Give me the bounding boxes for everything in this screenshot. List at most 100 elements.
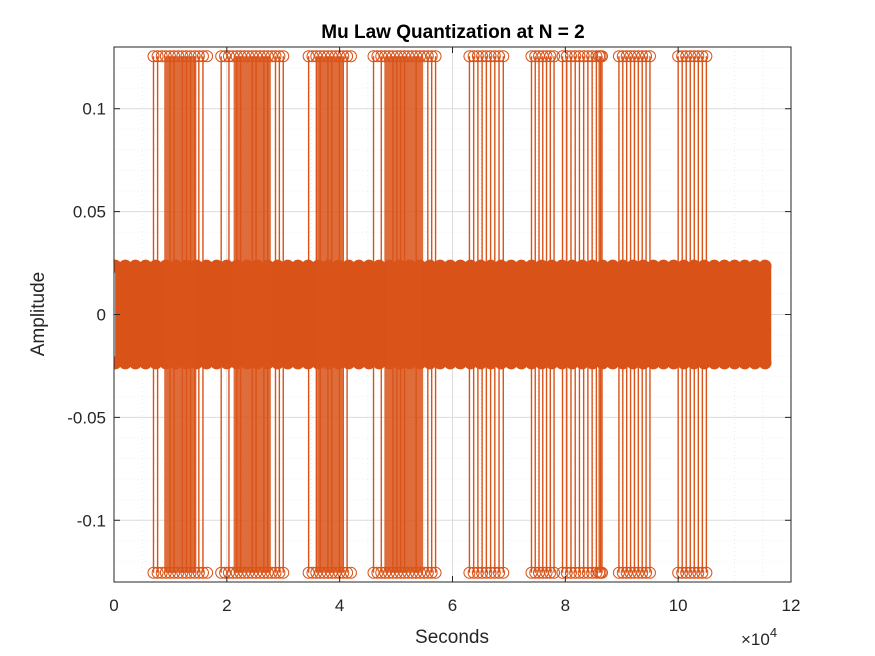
data-marker — [586, 566, 599, 579]
data-marker — [429, 566, 442, 579]
data-marker — [540, 50, 553, 63]
burst-core — [385, 56, 424, 573]
high-amplitude-burst — [463, 50, 510, 579]
data-marker — [480, 566, 493, 579]
data-marker — [467, 566, 480, 579]
high-amplitude-burst — [302, 50, 357, 579]
x-tick-label: 0 — [109, 596, 118, 615]
data-marker — [371, 50, 384, 63]
data-marker — [467, 50, 480, 63]
data-marker — [612, 566, 625, 579]
data-marker — [560, 566, 573, 579]
data-marker — [201, 566, 214, 579]
y-axis-label: Amplitude — [28, 272, 49, 357]
data-marker — [596, 50, 609, 63]
data-marker — [219, 50, 232, 63]
high-amplitude-burst — [367, 50, 442, 579]
data-marker — [564, 50, 577, 63]
data-marker — [676, 50, 689, 63]
x-tick-label: 2 — [222, 596, 231, 615]
data-marker — [302, 566, 315, 579]
data-marker — [544, 50, 557, 63]
data-marker — [700, 50, 713, 63]
data-marker — [493, 50, 506, 63]
data-marker — [302, 50, 315, 63]
y-tick-label: -0.05 — [67, 408, 106, 427]
y-tick-label: 0.1 — [82, 100, 106, 119]
high-amplitude-burst — [672, 50, 713, 579]
high-amplitude-burst — [612, 50, 656, 579]
data-marker — [569, 50, 582, 63]
data-marker — [556, 566, 569, 579]
data-marker — [484, 566, 497, 579]
x-axis-exponent: ×104 — [741, 625, 777, 649]
data-marker — [700, 566, 713, 579]
data-marker — [684, 566, 697, 579]
data-marker — [628, 50, 641, 63]
data-marker — [344, 566, 357, 579]
data-marker — [688, 566, 701, 579]
data-marker — [463, 566, 476, 579]
data-marker — [548, 566, 561, 579]
data-marker — [612, 50, 625, 63]
data-marker — [277, 50, 290, 63]
data-marker — [624, 566, 637, 579]
data-marker — [429, 50, 442, 63]
data-marker — [151, 566, 164, 579]
data-marker — [201, 50, 214, 63]
burst-core — [317, 56, 343, 573]
data-marker — [620, 50, 633, 63]
data-marker — [569, 566, 582, 579]
data-marker — [696, 50, 709, 63]
data-marker — [488, 50, 501, 63]
high-amplitude-burst — [593, 50, 609, 579]
data-marker — [628, 566, 641, 579]
data-marker — [497, 50, 510, 63]
data-marker — [684, 50, 697, 63]
data-marker — [632, 566, 645, 579]
y-tick-label: 0.05 — [73, 203, 106, 222]
low-level-band — [115, 266, 772, 363]
data-marker — [758, 259, 772, 273]
data-marker — [497, 566, 510, 579]
data-marker — [640, 566, 653, 579]
data-marker — [564, 566, 577, 579]
data-marker — [596, 566, 609, 579]
data-marker — [577, 50, 590, 63]
data-marker — [616, 566, 629, 579]
data-marker — [273, 566, 286, 579]
data-marker — [215, 50, 228, 63]
data-marker — [277, 566, 290, 579]
data-marker — [640, 50, 653, 63]
data-marker — [573, 566, 586, 579]
data-marker — [493, 566, 506, 579]
data-marker — [586, 50, 599, 63]
data-marker — [425, 566, 438, 579]
data-marker — [616, 50, 629, 63]
data-marker — [196, 566, 209, 579]
y-tick-label: 0 — [97, 306, 106, 325]
data-marker — [215, 566, 228, 579]
data-marker — [556, 50, 569, 63]
data-marker — [688, 50, 701, 63]
data-marker — [367, 566, 380, 579]
data-marker — [476, 566, 489, 579]
axis-ticks: 0 2 4 6 8 10 12 -0.1 -0.05 0 0.05 0.1 — [67, 47, 800, 615]
chart-title: Mu Law Quantization at N = 2 — [321, 22, 584, 43]
data-marker — [643, 566, 656, 579]
y-tick-label: -0.1 — [77, 511, 106, 530]
burst-core — [233, 56, 271, 573]
data-marker — [471, 50, 484, 63]
data-marker — [636, 566, 649, 579]
data-marker — [371, 566, 384, 579]
high-amplitude-burst — [556, 50, 603, 579]
high-amplitude-burst — [215, 50, 290, 579]
data-marker — [696, 566, 709, 579]
data-marker — [425, 50, 438, 63]
data-marker — [573, 50, 586, 63]
data-marker — [476, 50, 489, 63]
data-marker — [480, 50, 493, 63]
data-marker — [643, 50, 656, 63]
data-marker — [471, 566, 484, 579]
